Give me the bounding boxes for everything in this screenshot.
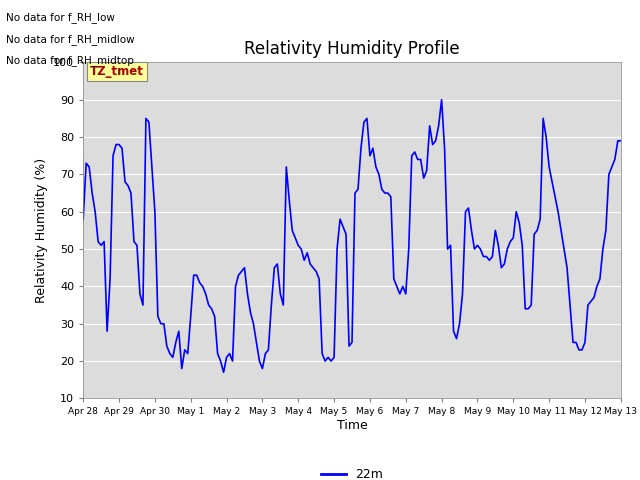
X-axis label: Time: Time	[337, 419, 367, 432]
Text: No data for f_RH_low: No data for f_RH_low	[6, 12, 115, 23]
Title: Relativity Humidity Profile: Relativity Humidity Profile	[244, 40, 460, 58]
Text: No data for f_RH_midtop: No data for f_RH_midtop	[6, 55, 134, 66]
Text: TZ_tmet: TZ_tmet	[90, 65, 144, 78]
Legend: 22m: 22m	[316, 463, 388, 480]
Y-axis label: Relativity Humidity (%): Relativity Humidity (%)	[35, 158, 47, 303]
Text: No data for f_RH_midlow: No data for f_RH_midlow	[6, 34, 135, 45]
